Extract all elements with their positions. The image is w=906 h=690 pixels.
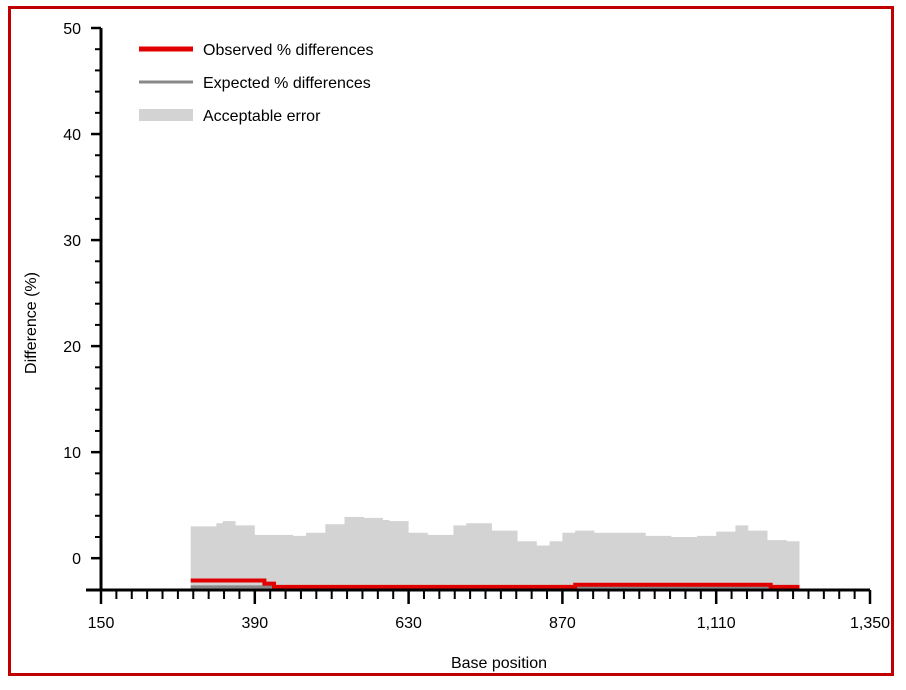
x-tick-label: 1,110	[697, 615, 736, 632]
legend-swatch-acceptable-error	[139, 109, 193, 121]
y-tick-label: 40	[63, 127, 81, 144]
x-tick-label: 390	[241, 615, 268, 632]
x-tick-label: 1,350	[850, 615, 890, 632]
y-tick-label: 30	[63, 233, 81, 250]
y-tick-label: 10	[63, 445, 81, 462]
y-tick-label: 50	[63, 21, 81, 38]
legend-label: Observed % differences	[203, 42, 373, 59]
axes: 0 10 20 30 40 50 150 390 630 870 1,110 1,350	[63, 21, 890, 632]
y-tick-label: 20	[63, 339, 81, 356]
chart-frame: 0 10 20 30 40 50 150 390 630 870 1,110 1,350 Observ…	[8, 6, 894, 676]
x-tick-label: 870	[549, 615, 576, 632]
y-axis-title: Difference (%)	[23, 272, 40, 374]
plot-area	[190, 516, 800, 590]
acceptable-error-area	[190, 516, 800, 590]
legend-label: Acceptable error	[203, 108, 321, 125]
difference-chart: 0 10 20 30 40 50 150 390 630 870 1,110 1,350 Observ…	[23, 21, 890, 672]
x-tick-label: 630	[395, 615, 422, 632]
observed-line	[190, 578, 800, 589]
legend: Observed % differences Expected % differe…	[139, 42, 373, 125]
x-tick-label: 150	[88, 615, 115, 632]
x-axis-title: Base position	[451, 655, 547, 672]
y-tick-label: 0	[72, 551, 81, 568]
legend-label: Expected % differences	[203, 75, 371, 92]
